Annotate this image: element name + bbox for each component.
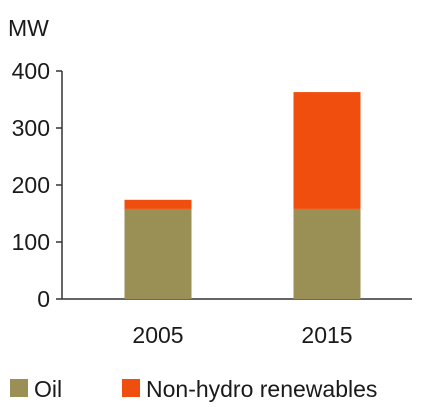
y-tick-label: 300 — [12, 115, 50, 141]
y-tick-label: 100 — [12, 229, 50, 255]
legend-swatch — [122, 379, 140, 397]
y-tick-label: 200 — [12, 172, 50, 198]
y-tick-label: 0 — [37, 286, 50, 312]
bar-segment-non-hydro-renewables-2015 — [293, 92, 361, 209]
x-tick-label: 2005 — [132, 322, 183, 348]
bar-segment-oil-2005 — [124, 208, 192, 299]
x-axis: 2005 2015 — [62, 298, 412, 348]
unit-label: MW — [8, 15, 49, 41]
bar-segment-non-hydro-renewables-2005 — [124, 199, 192, 209]
x-tick-label: 2015 — [301, 322, 352, 348]
legend-label: Non-hydro renewables — [146, 376, 377, 402]
y-axis: 0 100 200 300 400 — [12, 58, 63, 312]
legend-swatch — [10, 379, 28, 397]
y-tick-label: 400 — [12, 58, 50, 84]
legend: Oil Non-hydro renewables — [10, 376, 377, 402]
bar-segment-oil-2015 — [293, 208, 361, 299]
bars — [124, 92, 361, 299]
legend-label: Oil — [34, 376, 62, 402]
